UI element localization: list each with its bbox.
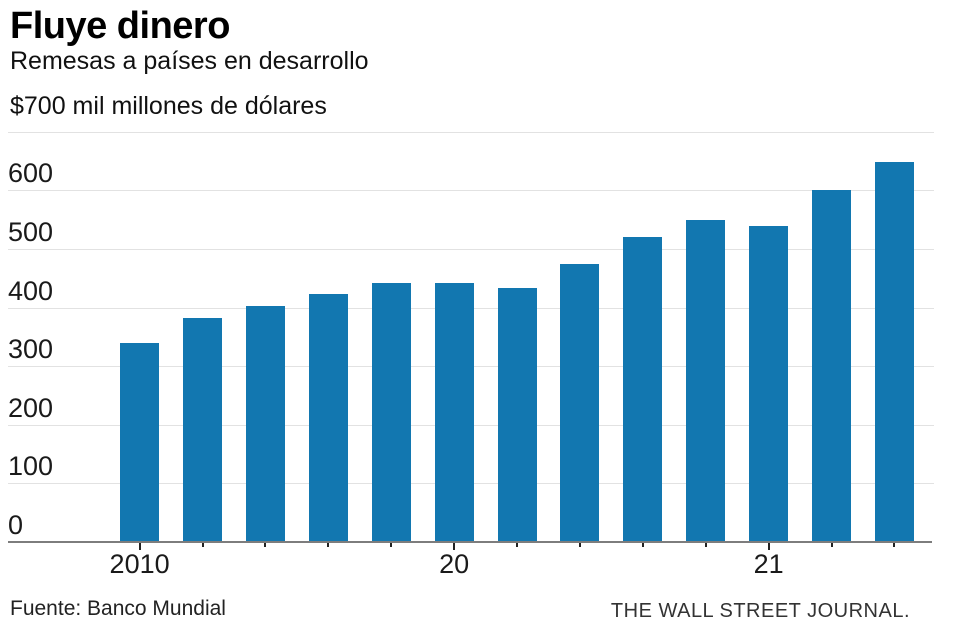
x-tick-2012 [264,542,267,547]
x-tick-2014 [390,542,393,547]
x-tick-2015 [453,542,456,550]
publisher-credit: THE WALL STREET JOURNAL. [610,600,910,622]
x-tick-label-21: 21 [753,549,784,579]
bar-2019 [686,220,726,542]
y-tick-label-400: 400 [8,275,54,306]
bar-2014 [371,283,411,542]
bar-2015 [434,283,474,542]
x-tick-label-2010: 2010 [109,549,170,579]
y-tick-label-200: 200 [8,392,54,423]
y-tick-label-300: 300 [8,334,54,365]
y-tick-label-600: 600 [8,158,54,189]
bar-2018 [623,237,663,542]
bar-2021 [812,190,851,542]
y-tick-label-500: 500 [8,217,54,247]
x-tick-2021 [830,542,833,547]
x-tick-label-20: 20 [439,549,470,579]
bar-2012 [245,306,285,542]
gridline-600 [8,190,934,192]
x-tick-2010 [138,542,141,550]
x-axis-line [8,540,932,543]
gridline-700 [8,131,934,133]
x-tick-2020 [767,542,770,550]
bar-2010 [120,343,160,542]
bar-2013 [308,294,348,542]
source-note: Fuente: Banco Mundial [10,597,226,620]
x-tick-2022 [893,542,896,547]
y-tick-label-0: 0 [8,510,24,540]
chart-title: Fluye dinero [10,5,230,47]
x-tick-2017 [578,542,581,547]
gridline-500 [8,249,934,250]
bar-2017 [560,263,600,542]
bar-2016 [497,288,537,542]
y-tick-label-100: 100 [8,451,54,482]
bar-2020 [749,225,789,542]
chart-subtitle: Remesas a países en desarrollo [10,47,369,75]
x-tick-2016 [516,542,518,547]
bar-2022 [874,162,914,542]
x-tick-2018 [641,542,644,547]
x-tick-2019 [704,542,707,547]
y-axis-unit-label: $700 mil millones de dólares [10,92,327,120]
x-tick-2013 [327,542,330,547]
bar-2011 [183,318,222,542]
x-tick-2011 [201,542,204,547]
